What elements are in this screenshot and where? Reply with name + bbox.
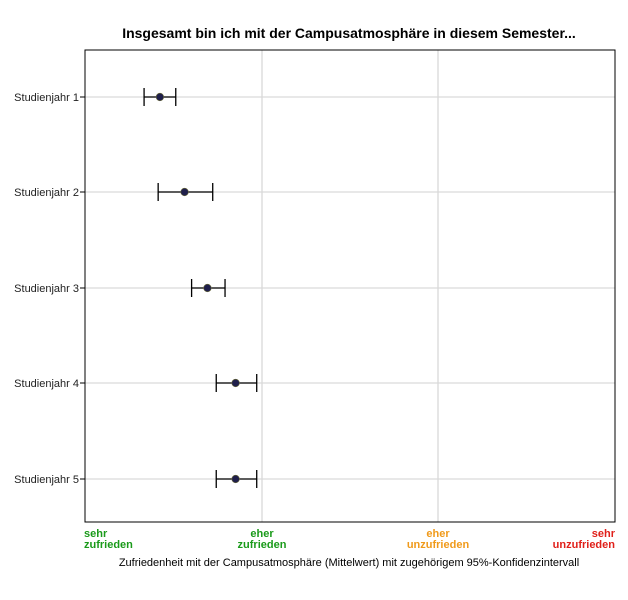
y-tick-label: Studienjahr 4 (14, 378, 79, 390)
mean-point (203, 283, 212, 293)
chart-title: Insgesamt bin ich mit der Campusatmosphä… (122, 25, 576, 41)
x-tick-label: sehr (84, 528, 108, 540)
y-tick-label: Studienjahr 1 (14, 92, 79, 104)
x-axis-title: Zufriedenheit mit der Campusatmosphäre (… (119, 557, 579, 569)
y-tick-label: Studienjahr 3 (14, 283, 79, 295)
y-axis: Studienjahr 1 Studienjahr 2 Studienjahr 3 S… (14, 92, 85, 486)
y-tick-label: Studienjahr 5 (14, 474, 79, 486)
gridlines (85, 50, 615, 522)
x-tick-label: sehr (592, 528, 616, 540)
x-tick-label: unzufrieden (407, 539, 470, 551)
x-tick-label: zufrieden (84, 539, 133, 551)
x-tick-label: zufrieden (238, 539, 287, 551)
x-tick-label: eher (426, 528, 450, 540)
y-tick-label: Studienjahr 2 (14, 187, 79, 199)
x-axis: sehrzufriedeneherzufriedeneherunzufriede… (84, 528, 616, 551)
x-tick-label: eher (250, 528, 274, 540)
mean-point (231, 474, 240, 484)
plot-border (84, 49, 616, 523)
mean-point (155, 92, 165, 102)
data-marks (143, 88, 258, 488)
mean-point (180, 187, 189, 197)
x-tick-label: unzufrieden (553, 539, 616, 551)
mean-point (231, 378, 240, 388)
